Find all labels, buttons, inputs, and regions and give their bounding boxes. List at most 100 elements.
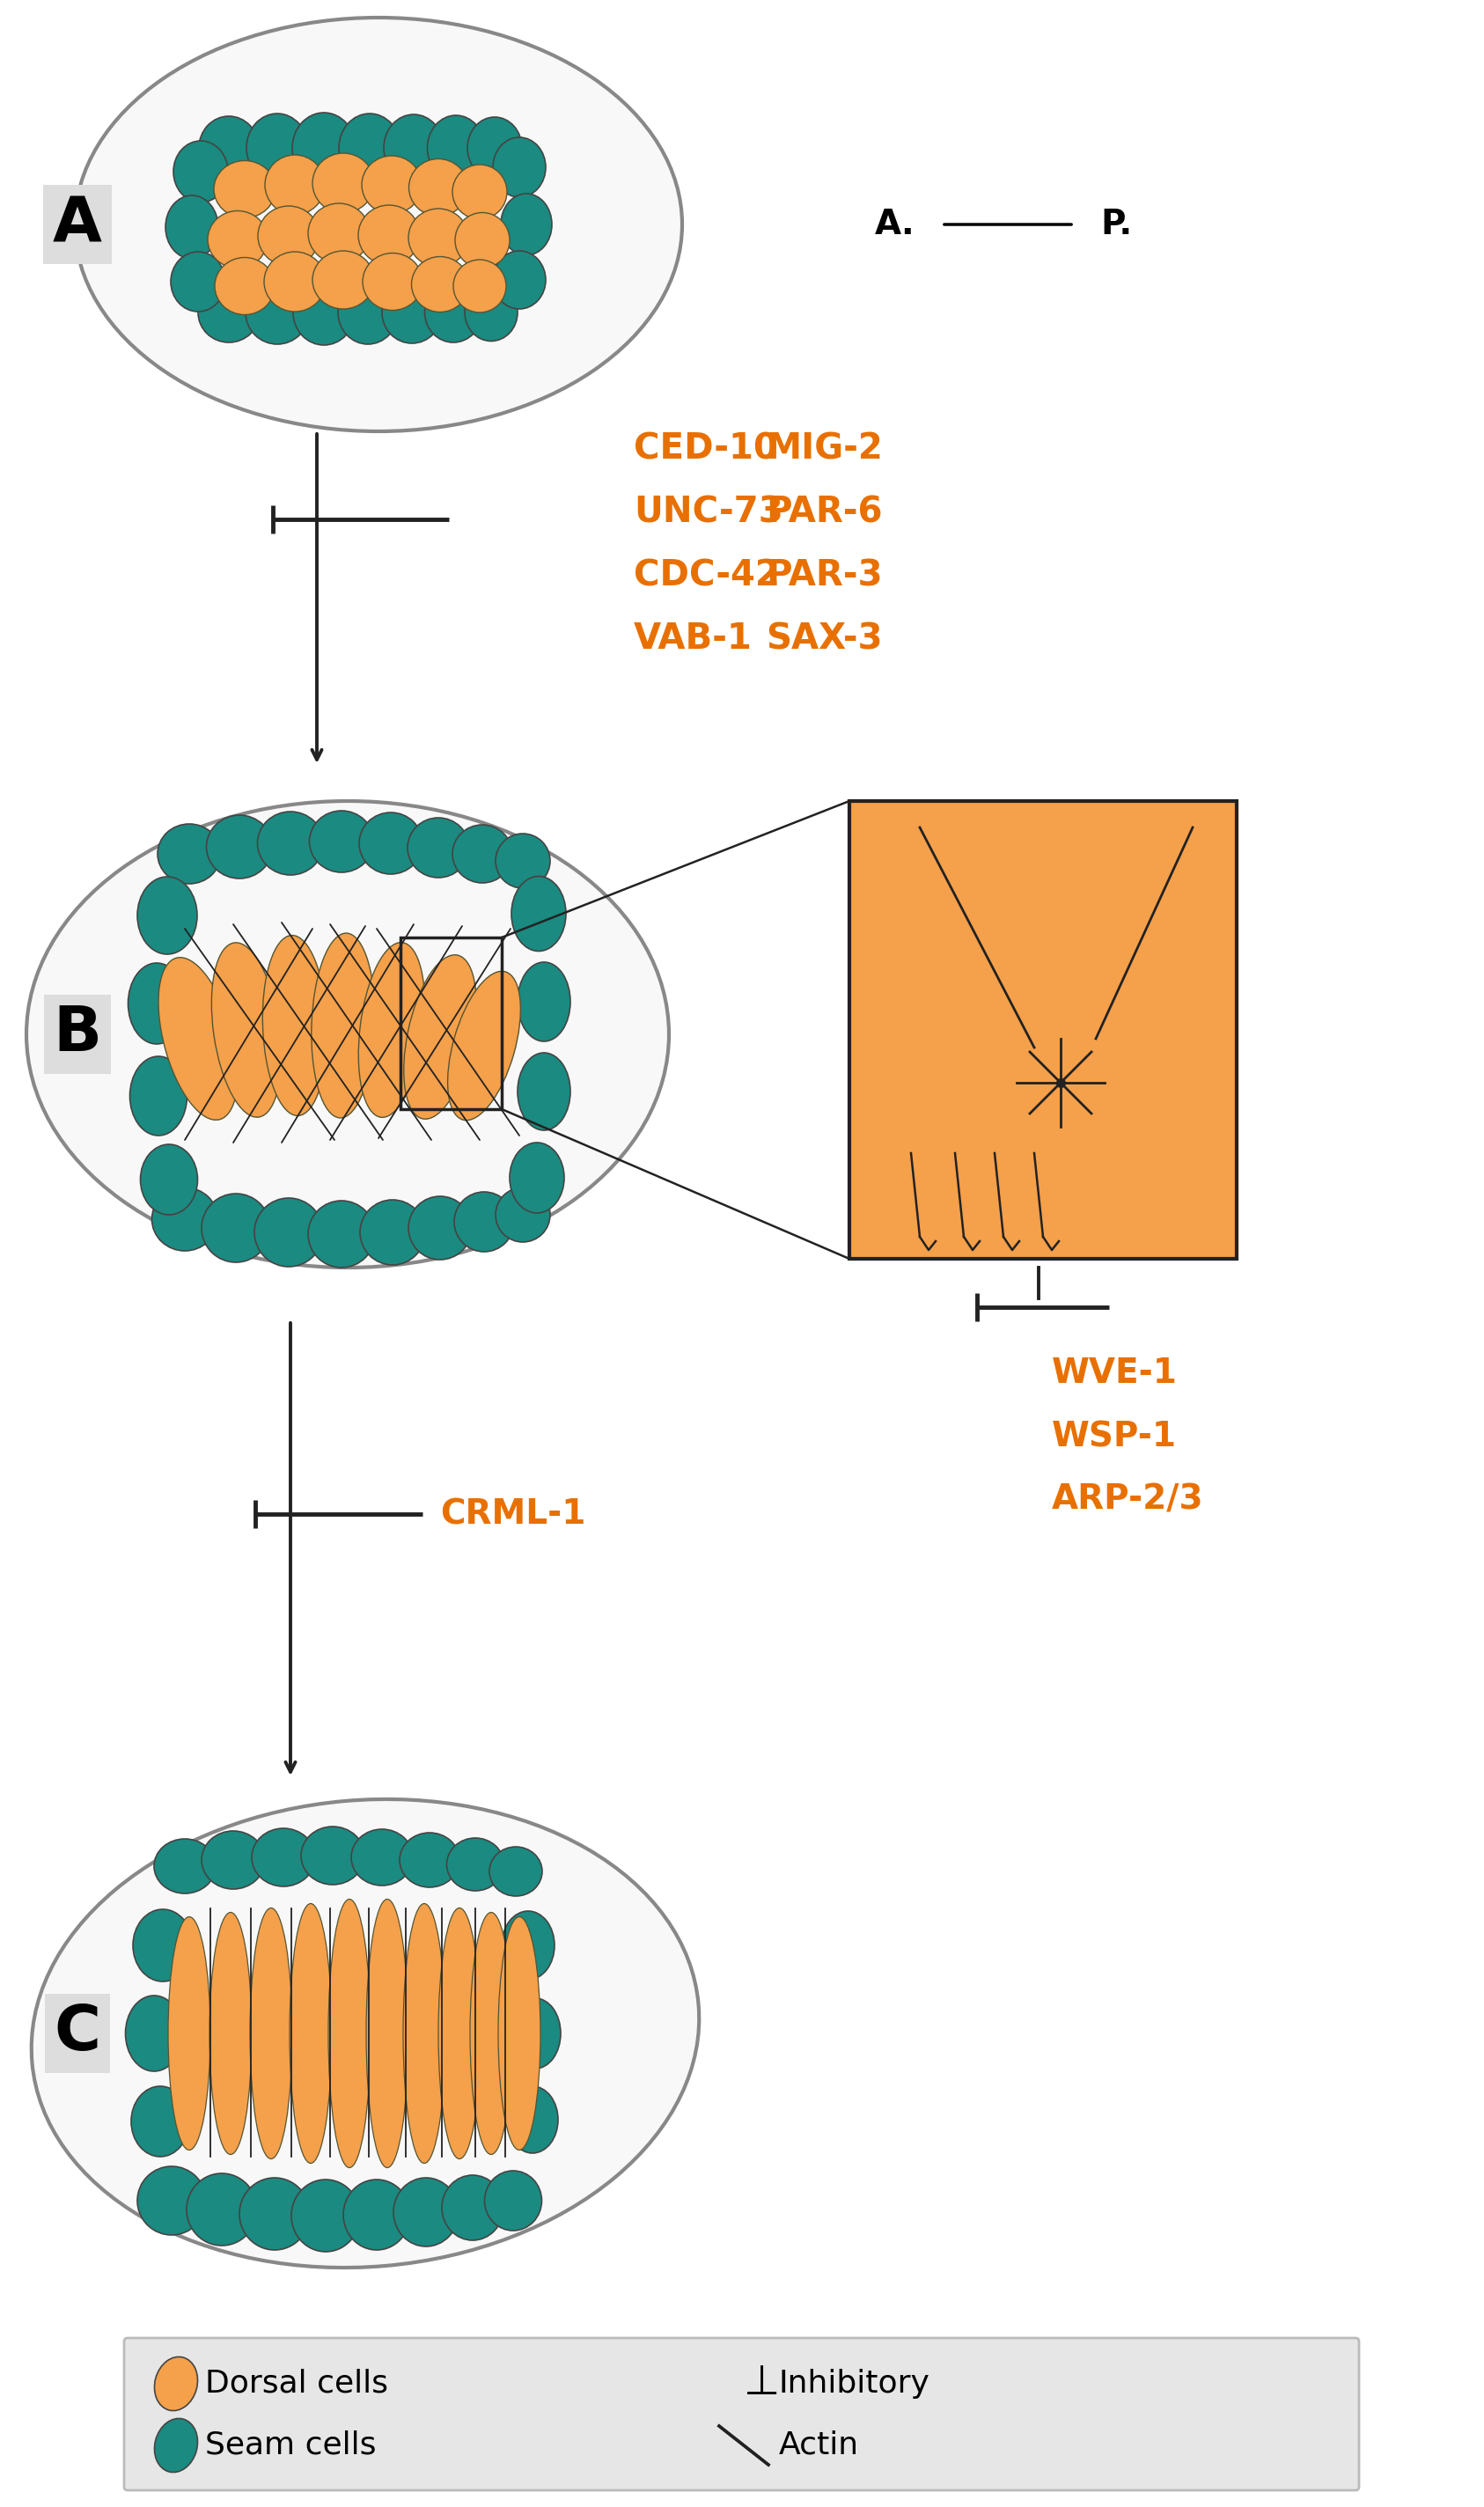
Ellipse shape — [31, 1800, 699, 2269]
Ellipse shape — [202, 1830, 266, 1890]
Ellipse shape — [453, 261, 506, 313]
Ellipse shape — [362, 253, 423, 311]
Ellipse shape — [171, 251, 226, 311]
Ellipse shape — [424, 283, 482, 343]
Ellipse shape — [141, 1143, 197, 1216]
Ellipse shape — [154, 1838, 215, 1893]
Ellipse shape — [168, 1918, 211, 2151]
Ellipse shape — [496, 835, 551, 887]
Ellipse shape — [263, 935, 326, 1116]
Ellipse shape — [294, 281, 355, 346]
Text: B: B — [53, 1003, 102, 1065]
Ellipse shape — [467, 118, 522, 178]
Ellipse shape — [411, 256, 469, 311]
Ellipse shape — [381, 281, 442, 343]
Ellipse shape — [408, 208, 469, 266]
Ellipse shape — [464, 283, 518, 341]
Ellipse shape — [358, 206, 420, 266]
Text: WSP-1: WSP-1 — [1052, 1419, 1177, 1454]
Ellipse shape — [197, 283, 260, 343]
Ellipse shape — [509, 1998, 561, 2068]
Ellipse shape — [393, 2179, 459, 2246]
Ellipse shape — [134, 1910, 193, 1981]
Ellipse shape — [258, 206, 319, 266]
Ellipse shape — [518, 1053, 570, 1131]
Ellipse shape — [309, 810, 374, 872]
Text: PAR-6: PAR-6 — [766, 494, 883, 529]
Text: A: A — [53, 193, 102, 256]
Ellipse shape — [352, 1830, 413, 1885]
Ellipse shape — [208, 211, 267, 268]
Ellipse shape — [500, 193, 552, 256]
Ellipse shape — [496, 1188, 551, 1241]
Ellipse shape — [187, 2174, 257, 2246]
Ellipse shape — [362, 155, 421, 213]
Text: CED-10: CED-10 — [634, 431, 778, 466]
Ellipse shape — [453, 825, 512, 882]
Text: Inhibitory: Inhibitory — [779, 2369, 930, 2399]
Ellipse shape — [447, 1838, 505, 1890]
Text: Dorsal cells: Dorsal cells — [205, 2369, 389, 2399]
Ellipse shape — [470, 1913, 512, 2154]
Ellipse shape — [493, 138, 546, 198]
Ellipse shape — [252, 1828, 315, 1885]
Ellipse shape — [453, 165, 508, 218]
Ellipse shape — [292, 113, 356, 183]
Ellipse shape — [512, 877, 565, 950]
Ellipse shape — [154, 2419, 197, 2472]
Text: Seam cells: Seam cells — [205, 2429, 377, 2459]
Ellipse shape — [126, 1996, 183, 2071]
Ellipse shape — [508, 2086, 558, 2154]
Ellipse shape — [309, 203, 370, 263]
Ellipse shape — [215, 258, 275, 316]
Ellipse shape — [206, 815, 273, 877]
Bar — [401, 938, 502, 1108]
Text: PAR-3: PAR-3 — [766, 559, 883, 594]
FancyBboxPatch shape — [125, 2339, 1359, 2489]
Ellipse shape — [427, 115, 485, 181]
Ellipse shape — [166, 196, 218, 258]
Text: A.: A. — [876, 208, 916, 241]
Ellipse shape — [74, 18, 683, 431]
Text: SAX-3: SAX-3 — [766, 622, 883, 657]
Ellipse shape — [313, 251, 374, 308]
Ellipse shape — [174, 140, 229, 203]
Ellipse shape — [384, 115, 444, 181]
Ellipse shape — [359, 812, 423, 875]
Ellipse shape — [199, 115, 258, 181]
Ellipse shape — [454, 1191, 513, 1251]
Ellipse shape — [456, 213, 509, 268]
Ellipse shape — [399, 1833, 460, 1888]
Text: VAB-1: VAB-1 — [634, 622, 752, 657]
Ellipse shape — [249, 1908, 292, 2159]
Ellipse shape — [499, 1918, 540, 2151]
Text: UNC-73: UNC-73 — [634, 494, 784, 529]
Ellipse shape — [151, 1188, 218, 1251]
Ellipse shape — [209, 1913, 252, 2154]
Ellipse shape — [438, 1908, 481, 2159]
Ellipse shape — [410, 158, 467, 216]
Ellipse shape — [313, 153, 374, 213]
Ellipse shape — [264, 251, 325, 311]
Ellipse shape — [442, 2176, 503, 2241]
Text: ⊥: ⊥ — [743, 2364, 781, 2404]
Text: CDC-42: CDC-42 — [634, 559, 779, 594]
Ellipse shape — [266, 155, 325, 216]
Ellipse shape — [138, 877, 197, 955]
Ellipse shape — [448, 970, 521, 1121]
Ellipse shape — [361, 1201, 424, 1266]
Ellipse shape — [202, 1193, 270, 1264]
Ellipse shape — [493, 251, 546, 308]
Ellipse shape — [289, 1903, 332, 2164]
Ellipse shape — [338, 281, 398, 343]
Ellipse shape — [408, 1196, 472, 1259]
Ellipse shape — [154, 2357, 197, 2412]
Ellipse shape — [245, 281, 309, 343]
Ellipse shape — [27, 802, 669, 1269]
Ellipse shape — [509, 1143, 564, 1213]
Ellipse shape — [502, 1910, 555, 1981]
Ellipse shape — [246, 113, 309, 183]
Text: Actin: Actin — [779, 2429, 859, 2459]
Ellipse shape — [157, 825, 221, 885]
Bar — [849, 802, 1236, 1259]
